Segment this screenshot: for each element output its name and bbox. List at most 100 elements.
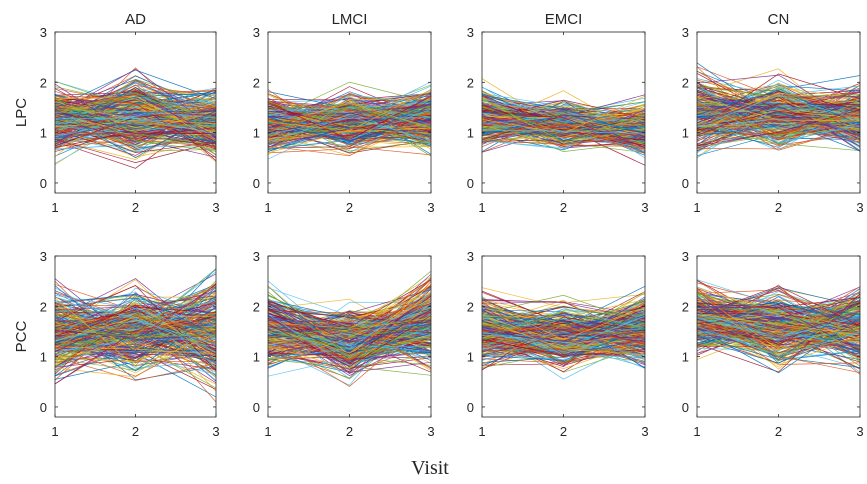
series-line: [697, 293, 860, 368]
y-tick-label: 3: [253, 249, 260, 264]
series-line: [268, 288, 431, 365]
x-tick-label: 3: [641, 200, 648, 215]
y-tick-label: 0: [467, 176, 474, 191]
series-line: [482, 299, 645, 328]
y-tick-label: 3: [40, 25, 47, 40]
series-line: [268, 319, 431, 332]
series-line: [55, 118, 216, 136]
series-line: [697, 299, 860, 309]
series-line: [55, 68, 216, 131]
series-line: [55, 341, 216, 368]
series-line: [697, 92, 860, 133]
series-line: [268, 331, 431, 353]
series-line: [482, 318, 645, 356]
series-line: [55, 117, 216, 135]
series-line: [55, 112, 216, 127]
series-line: [697, 287, 860, 329]
series-line: [697, 103, 860, 135]
y-tick-label: 1: [253, 126, 260, 141]
x-tick-label: 1: [478, 200, 485, 215]
series-line: [697, 307, 860, 333]
series-line: [268, 315, 431, 367]
series-line: [268, 303, 431, 343]
series-line: [482, 129, 645, 135]
series-line: [55, 297, 216, 368]
series-line: [55, 325, 216, 389]
series-line: [482, 119, 645, 130]
series-line: [482, 94, 645, 141]
series-line: [268, 127, 431, 142]
y-axis-label: PCC: [13, 320, 30, 352]
series-line: [55, 296, 216, 365]
series-line: [697, 298, 860, 355]
x-tick-label: 1: [693, 200, 700, 215]
y-tick-label: 1: [467, 126, 474, 141]
series-line: [482, 117, 645, 141]
series-line: [268, 116, 431, 153]
y-tick-label: 1: [40, 350, 47, 365]
y-tick-label: 0: [253, 400, 260, 415]
series-line: [268, 115, 431, 133]
series-line: [268, 130, 431, 145]
series-line: [697, 307, 860, 335]
series-lines: [697, 279, 860, 375]
x-tick-label: 2: [132, 200, 139, 215]
series-line: [697, 292, 860, 317]
series-line: [697, 329, 860, 355]
series-line: [268, 319, 431, 348]
series-line: [268, 309, 431, 357]
series-line: [697, 94, 860, 128]
series-line: [268, 316, 431, 369]
series-line: [697, 103, 860, 136]
series-line: [697, 110, 860, 128]
series-line: [268, 291, 431, 329]
series-line: [697, 112, 860, 135]
series-line: [55, 115, 216, 147]
series-line: [55, 93, 216, 137]
series-lines: [55, 67, 216, 169]
series-line: [482, 338, 645, 357]
series-line: [55, 322, 216, 347]
x-tick-label: 2: [775, 200, 782, 215]
x-tick-label: 2: [560, 424, 567, 439]
series-line: [55, 319, 216, 345]
y-tick-label: 3: [40, 249, 47, 264]
series-line: [268, 110, 431, 157]
series-line: [697, 302, 860, 322]
series-line: [697, 318, 860, 374]
series-line: [482, 308, 645, 339]
series-line: [697, 306, 860, 352]
series-line: [697, 301, 860, 347]
series-line: [268, 124, 431, 140]
series-line: [268, 283, 431, 360]
series-line: [55, 300, 216, 353]
x-tick-label: 1: [51, 424, 58, 439]
y-tick-label: 0: [682, 400, 689, 415]
series-line: [268, 309, 431, 355]
series-line: [268, 129, 431, 154]
y-tick-label: 2: [682, 75, 689, 90]
series-line: [268, 89, 431, 131]
series-line: [268, 293, 431, 354]
x-tick-label: 1: [264, 424, 271, 439]
series-line: [268, 105, 431, 133]
y-tick-label: 3: [682, 249, 689, 264]
series-line: [55, 130, 216, 149]
y-tick-label: 2: [253, 299, 260, 314]
series-line: [268, 320, 431, 370]
series-line: [482, 305, 645, 355]
series-line: [697, 97, 860, 122]
series-line: [268, 302, 431, 341]
series-line: [55, 332, 216, 385]
panel-title: AD: [125, 11, 146, 28]
series-line: [482, 329, 645, 353]
series-line: [697, 73, 860, 130]
series-line: [697, 118, 860, 144]
series-line: [482, 106, 645, 134]
panel-title: CN: [768, 11, 790, 28]
series-line: [697, 301, 860, 326]
